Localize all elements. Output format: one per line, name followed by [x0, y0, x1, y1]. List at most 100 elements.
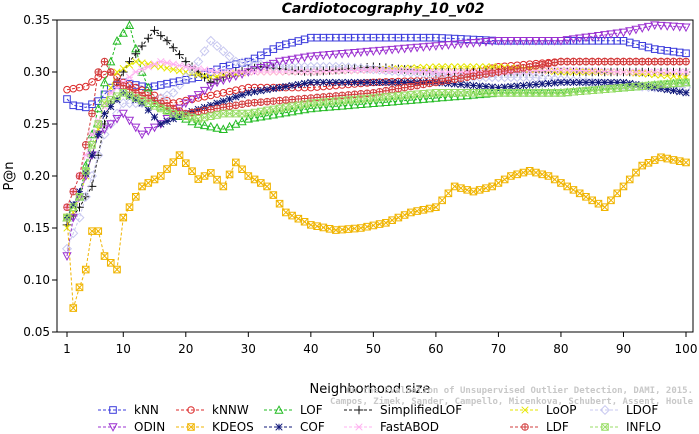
data-point [682, 57, 690, 66]
data-point [631, 25, 641, 35]
data-point [100, 99, 109, 107]
data-point [625, 27, 635, 36]
data-point [406, 44, 416, 53]
data-point [381, 97, 391, 106]
data-point [207, 169, 215, 177]
x-axis: 1 10 20 30 40 50 60 70 80 90 100 [63, 332, 697, 356]
data-point [613, 84, 622, 92]
data-point [282, 40, 290, 49]
x-tick-label: 70 [491, 342, 506, 356]
data-point [156, 172, 165, 180]
data-point [212, 123, 222, 132]
data-point [275, 104, 284, 113]
series-line [66, 154, 687, 309]
data-point [450, 75, 459, 83]
data-point [400, 78, 409, 87]
data-point [224, 74, 235, 84]
data-point [125, 73, 134, 81]
data-point [344, 67, 353, 75]
legend-item-odin: ODIN [98, 420, 165, 434]
data-point [407, 82, 415, 91]
data-point [651, 83, 659, 92]
data-point [594, 67, 603, 75]
data-point [175, 107, 184, 115]
data-point [393, 45, 404, 54]
data-point [256, 111, 266, 121]
data-point [200, 172, 209, 180]
data-point [413, 67, 421, 76]
data-point [632, 68, 640, 76]
data-point [181, 159, 190, 167]
data-point [625, 57, 634, 66]
data-point [469, 68, 478, 76]
data-point [363, 94, 371, 103]
data-point [99, 125, 110, 135]
data-point [588, 86, 597, 94]
data-point [669, 57, 678, 66]
data-point [463, 81, 471, 89]
data-point [99, 129, 110, 140]
data-point [594, 78, 603, 87]
data-point [600, 85, 609, 93]
data-point [425, 89, 434, 98]
data-point [475, 38, 485, 48]
data-point [187, 62, 197, 72]
legend-label: KDEOS [212, 420, 254, 434]
legend-label: COF [300, 420, 325, 434]
data-point [500, 37, 510, 46]
data-point [238, 91, 246, 99]
data-point [457, 63, 465, 71]
data-point [676, 88, 684, 96]
data-point [207, 112, 215, 120]
data-point [669, 79, 678, 88]
legend-label: LDF [546, 420, 569, 434]
series-line [66, 61, 687, 229]
data-point [343, 62, 354, 73]
data-point [325, 78, 334, 87]
data-point [219, 71, 227, 80]
data-point [582, 193, 590, 201]
data-point [388, 92, 396, 101]
data-point [618, 28, 629, 38]
data-point [107, 89, 115, 97]
data-point [207, 67, 215, 75]
data-point [213, 104, 221, 113]
data-point [63, 203, 71, 211]
data-point [282, 208, 290, 217]
data-point [607, 67, 615, 76]
data-point [181, 99, 191, 109]
data-point [175, 112, 184, 120]
data-point [150, 60, 159, 68]
data-point [657, 80, 665, 89]
data-point [337, 100, 347, 110]
data-point [374, 46, 385, 56]
data-point [238, 109, 246, 118]
data-point [543, 37, 554, 46]
data-point [137, 41, 147, 51]
data-point [531, 37, 541, 46]
data-point [193, 91, 203, 100]
data-point [632, 82, 640, 91]
data-point [199, 46, 210, 57]
data-point [206, 121, 216, 131]
data-point [75, 283, 84, 292]
data-point [143, 127, 153, 136]
data-point [225, 68, 234, 76]
data-point [663, 71, 671, 80]
data-point [457, 68, 465, 76]
data-point [88, 78, 96, 86]
data-point [113, 265, 121, 274]
data-point [75, 172, 84, 180]
data-point [538, 61, 546, 69]
y-axis-label: P@n [2, 161, 17, 190]
data-point [232, 93, 240, 101]
y-tick-label: 0.10 [23, 273, 50, 287]
data-point [232, 68, 240, 76]
data-point [138, 99, 146, 107]
data-point [568, 35, 579, 44]
data-point [293, 54, 303, 64]
credit-line-2: On the Evaluation of Unsupervised Outlie… [346, 385, 693, 396]
data-point [288, 102, 296, 111]
legend-marker [274, 405, 284, 414]
